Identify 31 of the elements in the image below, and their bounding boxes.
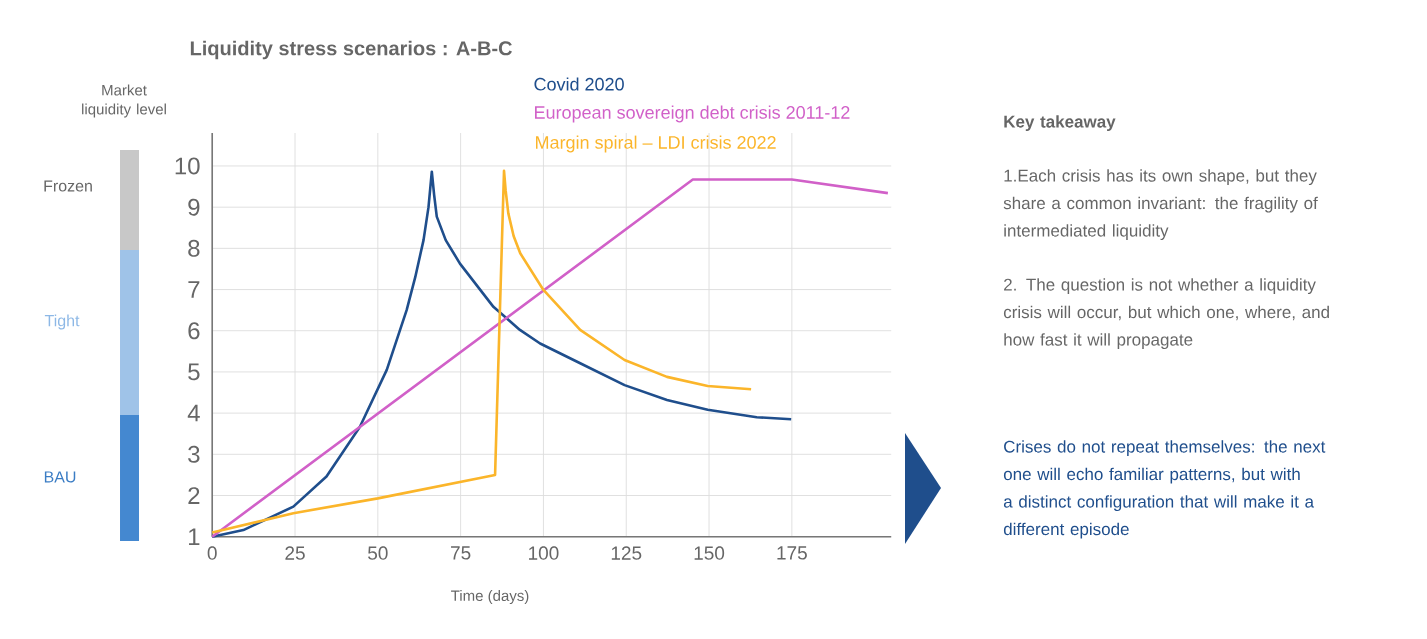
x-tick-label: 25: [285, 546, 305, 560]
y-axis-title: Market liquidity level: [82, 84, 166, 118]
text: Frozen: [44, 180, 92, 192]
x-tick-label: 75: [451, 546, 471, 560]
y-tick-label: 3: [188, 445, 200, 463]
y-tick-label: 2: [188, 487, 200, 504]
x-tick-label: 175: [777, 546, 807, 560]
text: Covid 2020: [534, 77, 624, 91]
x-tick-label: 125: [611, 546, 642, 560]
text: BAU: [44, 471, 76, 483]
text: 2. The question is not whether a liquidity crisis will occur, but which one, where, and how fast it will propagate: [1003, 278, 1329, 350]
y-tick-label: 1: [189, 528, 200, 545]
text: Margin spiral – LDI crisis 2022: [536, 135, 776, 153]
x-tick-label: 50: [368, 546, 388, 560]
text: Tight: [44, 314, 80, 330]
x-tick-label: 0: [207, 546, 217, 560]
y-tick-label: 9: [188, 198, 200, 216]
text: European sovereign debt crisis 2011-12: [535, 105, 850, 123]
y-tick-label: 10: [175, 157, 200, 175]
y-tick-label: 8: [188, 239, 200, 257]
y-tick-label: 7: [188, 281, 200, 298]
x-axis-title: Time (days): [451, 590, 529, 604]
x-tick-label: 150: [694, 546, 725, 560]
text: Crises do not repeat themselves: the next one will echo familiar patterns, but with a distinct configuration that will make it a different episode: [1003, 440, 1326, 539]
x-tick-label: 100: [529, 546, 559, 560]
text: Key takeaway: [1004, 115, 1116, 132]
y-tick-label: 5: [188, 363, 200, 381]
y-tick-label: 4: [187, 404, 200, 422]
y-tick-label: 6: [188, 322, 200, 340]
text: 1.Each crisis has its own shape, but they share a common invariant: the fragility of intermediated liquidity: [1003, 169, 1318, 241]
chart-title: Liquidity stress scenarios : A-B-C: [190, 40, 512, 60]
